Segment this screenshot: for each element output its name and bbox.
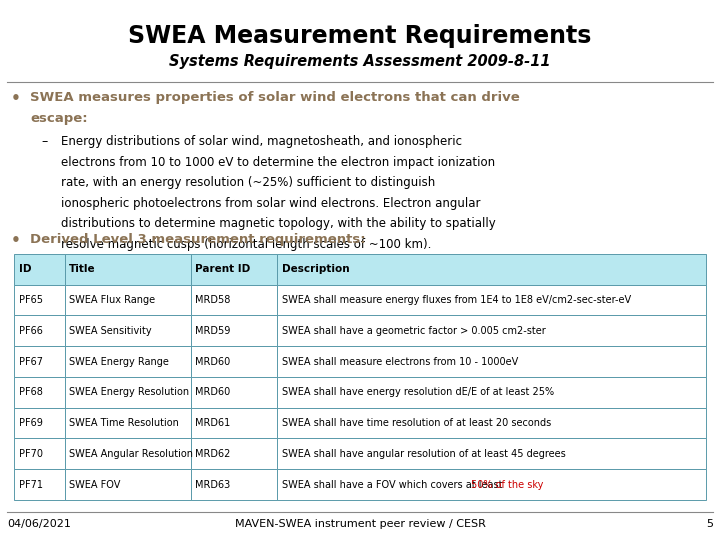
Text: Systems Requirements Assessment 2009-8-11: Systems Requirements Assessment 2009-8-1…: [169, 54, 551, 69]
FancyBboxPatch shape: [191, 377, 277, 408]
Text: SWEA FOV: SWEA FOV: [69, 480, 120, 490]
FancyBboxPatch shape: [14, 438, 65, 469]
Text: SWEA Energy Resolution: SWEA Energy Resolution: [69, 387, 189, 397]
Text: SWEA shall measure energy fluxes from 1E4 to 1E8 eV/cm2-sec-ster-eV: SWEA shall measure energy fluxes from 1E…: [282, 295, 631, 305]
FancyBboxPatch shape: [277, 408, 706, 438]
FancyBboxPatch shape: [277, 469, 706, 500]
Text: PF66: PF66: [19, 326, 42, 336]
Text: MAVEN-SWEA instrument peer review / CESR: MAVEN-SWEA instrument peer review / CESR: [235, 519, 485, 530]
FancyBboxPatch shape: [65, 346, 191, 377]
FancyBboxPatch shape: [191, 254, 277, 285]
FancyBboxPatch shape: [65, 469, 191, 500]
FancyBboxPatch shape: [14, 254, 65, 285]
Text: Parent ID: Parent ID: [195, 264, 251, 274]
FancyBboxPatch shape: [14, 315, 65, 346]
Text: Description: Description: [282, 264, 349, 274]
Text: ID: ID: [19, 264, 31, 274]
Text: PF70: PF70: [19, 449, 42, 459]
Text: resolve magnetic cusps (horizontal length scales of ~100 km).: resolve magnetic cusps (horizontal lengt…: [61, 238, 431, 251]
FancyBboxPatch shape: [65, 254, 191, 285]
Text: rate, with an energy resolution (~25%) sufficient to distinguish: rate, with an energy resolution (~25%) s…: [61, 176, 436, 189]
Text: SWEA shall have angular resolution of at least 45 degrees: SWEA shall have angular resolution of at…: [282, 449, 565, 459]
Text: SWEA Flux Range: SWEA Flux Range: [69, 295, 156, 305]
FancyBboxPatch shape: [14, 377, 65, 408]
FancyBboxPatch shape: [277, 254, 706, 285]
FancyBboxPatch shape: [277, 315, 706, 346]
Text: MRD60: MRD60: [195, 387, 230, 397]
Text: Title: Title: [69, 264, 96, 274]
Text: PF67: PF67: [19, 356, 42, 367]
Text: distributions to determine magnetic topology, with the ability to spatially: distributions to determine magnetic topo…: [61, 217, 496, 230]
FancyBboxPatch shape: [191, 438, 277, 469]
Text: PF71: PF71: [19, 480, 42, 490]
FancyBboxPatch shape: [191, 315, 277, 346]
FancyBboxPatch shape: [65, 438, 191, 469]
Text: MRD59: MRD59: [195, 326, 230, 336]
FancyBboxPatch shape: [191, 408, 277, 438]
Text: SWEA shall have energy resolution dE/E of at least 25%: SWEA shall have energy resolution dE/E o…: [282, 387, 554, 397]
FancyBboxPatch shape: [191, 346, 277, 377]
Text: MRD58: MRD58: [195, 295, 230, 305]
Text: SWEA shall measure electrons from 10 - 1000eV: SWEA shall measure electrons from 10 - 1…: [282, 356, 518, 367]
FancyBboxPatch shape: [277, 438, 706, 469]
Text: SWEA Measurement Requirements: SWEA Measurement Requirements: [128, 24, 592, 48]
FancyBboxPatch shape: [14, 408, 65, 438]
FancyBboxPatch shape: [14, 469, 65, 500]
Text: SWEA Time Resolution: SWEA Time Resolution: [69, 418, 179, 428]
Text: MRD61: MRD61: [195, 418, 230, 428]
Text: SWEA shall have a geometric factor > 0.005 cm2-ster: SWEA shall have a geometric factor > 0.0…: [282, 326, 545, 336]
FancyBboxPatch shape: [277, 346, 706, 377]
Text: ionospheric photoelectrons from solar wind electrons. Electron angular: ionospheric photoelectrons from solar wi…: [61, 197, 481, 210]
Text: electrons from 10 to 1000 eV to determine the electron impact ionization: electrons from 10 to 1000 eV to determin…: [61, 156, 495, 168]
Text: SWEA Angular Resolution: SWEA Angular Resolution: [69, 449, 193, 459]
FancyBboxPatch shape: [65, 408, 191, 438]
FancyBboxPatch shape: [277, 285, 706, 315]
Text: SWEA Sensitivity: SWEA Sensitivity: [69, 326, 152, 336]
Text: MRD62: MRD62: [195, 449, 230, 459]
FancyBboxPatch shape: [65, 315, 191, 346]
FancyBboxPatch shape: [65, 377, 191, 408]
FancyBboxPatch shape: [65, 285, 191, 315]
FancyBboxPatch shape: [277, 377, 706, 408]
Text: MRD60: MRD60: [195, 356, 230, 367]
Text: PF69: PF69: [19, 418, 42, 428]
FancyBboxPatch shape: [14, 346, 65, 377]
Text: Derived Level 3 measurement requirements:: Derived Level 3 measurement requirements…: [30, 233, 366, 246]
Text: PF65: PF65: [19, 295, 42, 305]
Text: SWEA measures properties of solar wind electrons that can drive: SWEA measures properties of solar wind e…: [30, 91, 520, 104]
Text: PF68: PF68: [19, 387, 42, 397]
Text: SWEA shall have time resolution of at least 20 seconds: SWEA shall have time resolution of at le…: [282, 418, 551, 428]
FancyBboxPatch shape: [191, 285, 277, 315]
Text: 5: 5: [706, 519, 713, 530]
Text: Energy distributions of solar wind, magnetosheath, and ionospheric: Energy distributions of solar wind, magn…: [61, 135, 462, 148]
Text: MRD63: MRD63: [195, 480, 230, 490]
Text: SWEA Energy Range: SWEA Energy Range: [69, 356, 169, 367]
Text: •: •: [11, 233, 21, 248]
Text: SWEA shall have a FOV which covers at least: SWEA shall have a FOV which covers at le…: [282, 480, 505, 490]
Text: 04/06/2021: 04/06/2021: [7, 519, 71, 530]
Text: 50% of the sky: 50% of the sky: [471, 480, 543, 490]
Text: •: •: [11, 91, 21, 106]
Text: –: –: [42, 135, 48, 148]
Text: escape:: escape:: [30, 112, 88, 125]
FancyBboxPatch shape: [191, 469, 277, 500]
FancyBboxPatch shape: [14, 285, 65, 315]
